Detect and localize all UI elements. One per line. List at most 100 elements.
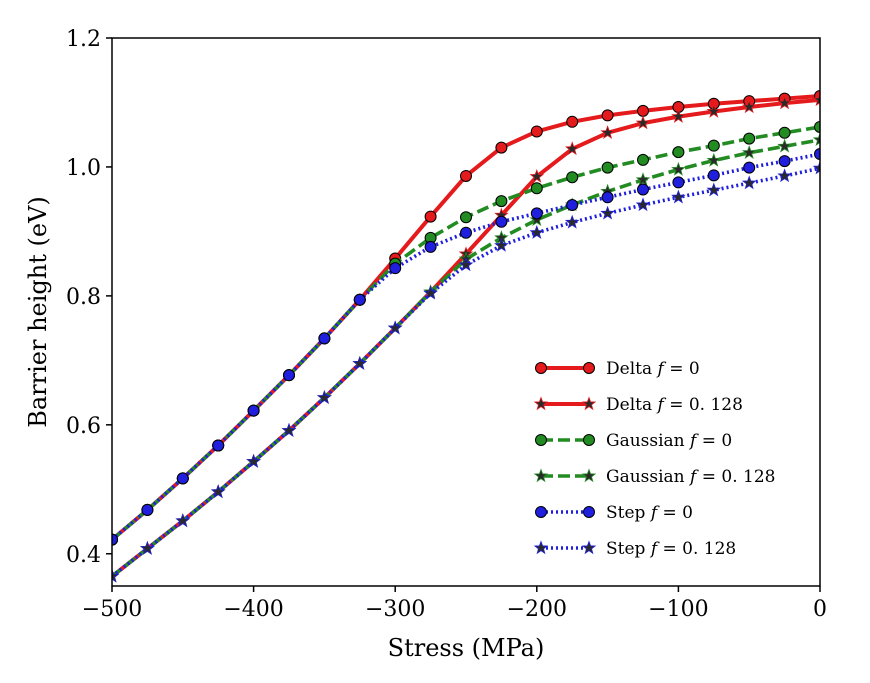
data-point (637, 183, 649, 196)
data-point (458, 257, 474, 272)
axis-ticks: −500 −400 −300 −200 −100 0 0.4 0.6 0.8 1.0 1.2 (66, 27, 827, 622)
data-point (460, 211, 472, 224)
data-point (637, 153, 649, 166)
legend: Delta f = 0 Delta f = 0. 128 Gaussian f = … (533, 359, 775, 559)
series-layer (112, 90, 820, 583)
data-point (176, 472, 189, 485)
data-point (743, 132, 756, 145)
y-tick-label: 1.2 (66, 27, 101, 52)
data-point (778, 155, 791, 168)
legend-label: Step f = 0 (606, 503, 693, 523)
legend-label: Step f = 0. 128 (606, 539, 736, 559)
plot-frame (111, 37, 821, 587)
legend-marker (533, 468, 549, 483)
data-point (777, 168, 792, 183)
data-point (389, 262, 402, 275)
data-point (707, 139, 720, 152)
data-point (424, 240, 437, 253)
legend-marker (533, 540, 549, 555)
data-point (353, 293, 366, 306)
data-point (566, 198, 579, 211)
data-point (601, 191, 614, 204)
series-line (112, 138, 820, 578)
y-tick-label: 1.0 (66, 156, 101, 181)
data-point (387, 320, 403, 335)
data-point (460, 169, 472, 182)
data-point (814, 120, 820, 133)
series-2 (112, 92, 820, 583)
x-tick-label: −500 (82, 597, 142, 622)
data-point (424, 210, 437, 223)
data-point (530, 125, 543, 138)
data-point (812, 92, 820, 107)
x-tick-label: −200 (507, 597, 567, 622)
data-point (460, 226, 472, 239)
data-point (706, 182, 722, 197)
data-point (529, 168, 545, 183)
data-point (637, 104, 649, 117)
series-6 (112, 160, 820, 583)
legend-marker (581, 468, 597, 483)
data-point (246, 453, 261, 468)
legend-label: Gaussian f = 0. 128 (606, 467, 775, 487)
legend-marker (583, 506, 595, 518)
data-point (317, 390, 332, 404)
legend-marker (535, 434, 547, 446)
data-point (814, 148, 820, 161)
data-point (175, 513, 191, 528)
data-point (672, 146, 685, 159)
data-point (635, 197, 651, 212)
data-point (318, 332, 331, 345)
legend-label: Delta f = 0. 128 (606, 395, 743, 415)
data-point (601, 161, 614, 174)
legend-item: Gaussian f = 0. 128 (533, 467, 775, 487)
data-point (600, 125, 615, 139)
data-point (495, 215, 508, 228)
data-point (530, 207, 543, 220)
data-point (635, 115, 651, 130)
series-5 (112, 148, 820, 546)
data-point (777, 95, 792, 110)
data-point (495, 141, 508, 154)
y-tick-label: 0.4 (66, 543, 101, 568)
legend-label: Gaussian f = 0 (606, 431, 732, 451)
data-point (283, 369, 295, 382)
data-point (212, 439, 225, 452)
data-point (140, 540, 155, 555)
x-tick-label: 0 (813, 597, 827, 622)
data-point (812, 160, 820, 175)
data-point (112, 533, 118, 546)
data-point (671, 108, 686, 123)
legend-item: Delta f = 0. 128 (533, 395, 743, 415)
legend-marker (583, 434, 595, 446)
x-tick-label: −400 (223, 597, 283, 622)
legend-marker (533, 396, 549, 411)
legend-label: Delta f = 0 (606, 359, 700, 379)
data-point (564, 214, 580, 229)
data-point (141, 503, 154, 516)
data-point (635, 172, 651, 187)
data-point (601, 109, 614, 122)
x-tick-label: −100 (648, 597, 708, 622)
data-point (247, 404, 260, 417)
data-point (706, 152, 722, 167)
data-point (564, 141, 580, 156)
data-point (777, 138, 792, 153)
x-axis-label: Stress (MPa) (388, 634, 545, 662)
y-tick-label: 0.6 (66, 414, 101, 439)
series-4 (112, 132, 820, 583)
legend-marker (581, 540, 597, 555)
data-point (671, 189, 686, 204)
data-point (743, 161, 756, 174)
data-point (566, 115, 579, 128)
legend-item: Step f = 0 (535, 503, 693, 523)
data-point (423, 285, 438, 300)
data-point (352, 355, 368, 370)
legend-marker (535, 362, 547, 374)
legend-marker (535, 506, 547, 518)
data-point (112, 568, 120, 583)
data-point (530, 182, 543, 195)
data-point (778, 126, 791, 139)
data-point (741, 145, 757, 159)
